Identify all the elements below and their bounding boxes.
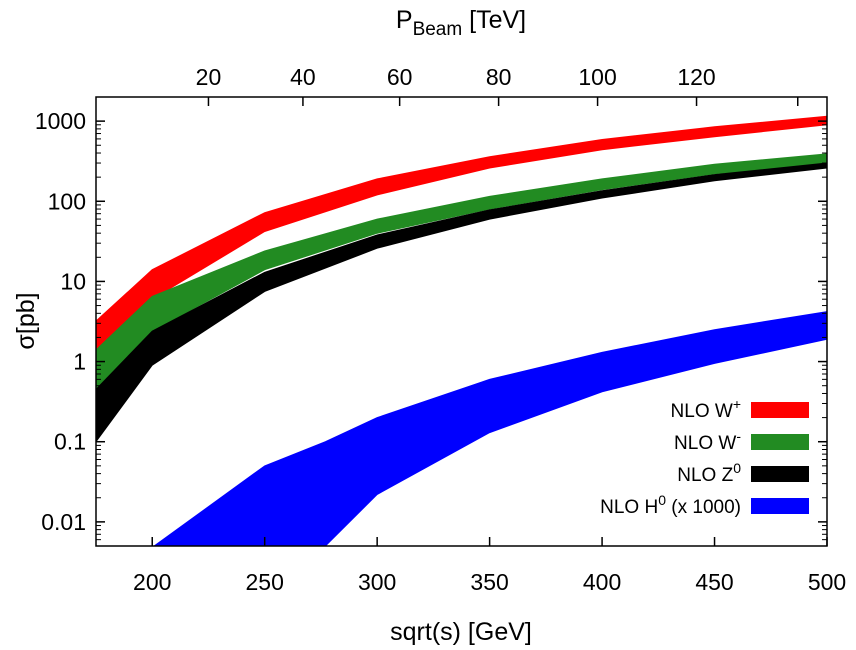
series-band-1 bbox=[96, 153, 827, 391]
y-axis-title: σ[pb] bbox=[12, 292, 40, 349]
y-tick-label-2: 1 bbox=[73, 349, 86, 375]
x2-tick-label-4: 100 bbox=[578, 64, 616, 90]
x-tick-label-3: 350 bbox=[470, 569, 508, 595]
x2-tick-label-5: 120 bbox=[677, 64, 715, 90]
x-tick-label-6: 500 bbox=[808, 569, 846, 595]
series-band-2 bbox=[96, 162, 827, 443]
legend-label-1: NLO W- bbox=[674, 428, 741, 454]
legend-swatch-2 bbox=[751, 466, 809, 482]
x2-tick-label-3: 80 bbox=[486, 64, 512, 90]
top-axis-title-unit: [TeV] bbox=[462, 6, 526, 34]
x-tick-label-0: 200 bbox=[133, 569, 171, 595]
x2-tick-label-2: 60 bbox=[387, 64, 413, 90]
series-band-3 bbox=[153, 311, 827, 546]
x2-tick-label-1: 40 bbox=[290, 64, 316, 90]
top-axis-title: PBeam [TeV] bbox=[396, 6, 526, 40]
x-tick-label-1: 250 bbox=[246, 569, 284, 595]
x-tick-label-4: 400 bbox=[583, 569, 621, 595]
legend: NLO W+ NLO W- NLO Z0 NLO H0 (x 1000) bbox=[600, 396, 809, 518]
series-bands bbox=[96, 115, 827, 546]
series-band-0 bbox=[96, 115, 827, 351]
plot-frame bbox=[95, 96, 828, 547]
axis-ticks bbox=[96, 97, 828, 546]
legend-swatch-3 bbox=[751, 498, 809, 514]
x-tick-label-2: 300 bbox=[358, 569, 396, 595]
tick-labels: 200 250 300 350 400 450 500 20 40 60 80 100 120 0.01 0… bbox=[35, 64, 846, 595]
x-tick-label-5: 450 bbox=[695, 569, 733, 595]
legend-swatch-0 bbox=[751, 402, 809, 418]
y-tick-label-5: 1000 bbox=[35, 108, 86, 134]
y-tick-label-0: 0.01 bbox=[41, 509, 86, 535]
y-tick-label-3: 10 bbox=[60, 268, 86, 294]
legend-swatch-1 bbox=[751, 434, 809, 450]
y-tick-label-4: 100 bbox=[48, 188, 86, 214]
legend-label-0: NLO W+ bbox=[671, 396, 741, 422]
legend-label-3: NLO H0 (x 1000) bbox=[600, 492, 741, 518]
top-axis-title-sub: Beam bbox=[413, 19, 463, 40]
x2-tick-label-0: 20 bbox=[196, 64, 222, 90]
y-tick-label-1: 0.1 bbox=[54, 429, 86, 455]
top-axis-title-main: P bbox=[396, 6, 413, 34]
x-axis-title: sqrt(s) [GeV] bbox=[390, 618, 532, 646]
legend-label-2: NLO Z0 bbox=[677, 460, 741, 486]
